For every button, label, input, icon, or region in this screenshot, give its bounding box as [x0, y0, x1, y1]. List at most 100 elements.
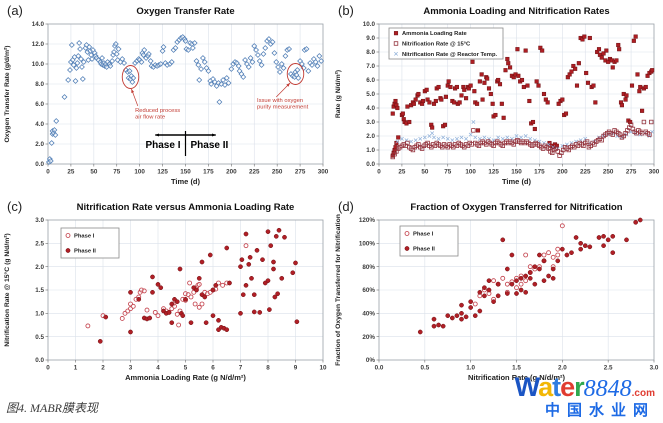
svg-text:10.0: 10.0: [363, 21, 376, 28]
svg-text:Nitrification Rate @ 15°C: Nitrification Rate @ 15°C: [402, 42, 471, 48]
figure-caption: 图4. MABR膜表现: [6, 401, 98, 415]
svg-text:4.0: 4.0: [35, 121, 44, 128]
svg-text:7: 7: [239, 365, 243, 372]
svg-text:120%: 120%: [359, 217, 376, 224]
svg-text:175: 175: [203, 169, 214, 176]
svg-text:7.0: 7.0: [366, 63, 375, 70]
panel-letter-a: (a): [7, 3, 23, 18]
svg-text:3.0: 3.0: [366, 119, 375, 126]
watermark-letter: a: [538, 372, 553, 402]
svg-text:250: 250: [272, 169, 283, 176]
series-circle-filled: [417, 217, 643, 335]
svg-text:1.0: 1.0: [35, 311, 44, 318]
svg-text:0: 0: [377, 169, 381, 176]
svg-text:150: 150: [180, 169, 191, 176]
svg-text:2.5: 2.5: [604, 365, 613, 372]
svg-text:3.0: 3.0: [35, 217, 44, 224]
svg-text:Phase II: Phase II: [74, 249, 96, 255]
svg-text:300: 300: [318, 169, 329, 176]
chart-c-canvas: 0 1 2 3 4 5 6 7 8 9 10 0.0 0.5 1.0 1.5 2.0 2.5 3.0 Phase I…: [35, 217, 327, 372]
series-circle-filled: [97, 227, 300, 344]
svg-text:6.0: 6.0: [35, 101, 44, 108]
svg-text:225: 225: [249, 169, 260, 176]
watermark-word: Water: [515, 374, 585, 401]
panel-nitrification-vs-loading: (c) Nitrification Rate versus Ammonia Lo…: [1, 198, 332, 394]
panel-letter-c: (c): [7, 199, 23, 214]
watermark-letter: W: [514, 372, 540, 402]
svg-text:100%: 100%: [359, 241, 376, 248]
series-diamond-open: [45, 34, 325, 165]
chart-d-canvas: 0.0 0.5 1.0 1.5 2.0 2.5 3.0 0% 20% 40% 60% 80% 100% 1…: [359, 217, 659, 371]
watermark-letter: t: [552, 372, 561, 402]
chart-a-xlabel: Time (d): [170, 177, 201, 186]
svg-text:Phase II: Phase II: [413, 247, 435, 253]
svg-text:12.0: 12.0: [32, 41, 45, 48]
panel-letter-b: (b): [338, 3, 354, 18]
svg-text:275: 275: [626, 169, 637, 176]
chart-b-xlabel: Time (d): [501, 177, 532, 186]
svg-text:1.5: 1.5: [512, 365, 521, 372]
svg-text:purity measurement: purity measurement: [257, 105, 309, 111]
chart-b-title: Ammonia Loading and Nitrification Rates: [423, 6, 610, 17]
svg-text:2.0: 2.0: [35, 141, 44, 148]
watermark-letter: e: [560, 372, 575, 402]
svg-text:125: 125: [488, 169, 499, 176]
svg-text:60%: 60%: [362, 287, 375, 294]
svg-text:0.0: 0.0: [375, 365, 384, 372]
chart-a-canvas: 0 25 50 75 100 125 150 175 200 225 250 275 300 0.0 2.0…: [32, 21, 329, 175]
svg-text:5: 5: [184, 365, 188, 372]
svg-text:50: 50: [90, 169, 98, 176]
svg-text:air flow rate: air flow rate: [135, 115, 165, 121]
series-square-filled: [390, 34, 655, 158]
axis-ticks: 0.0 0.5 1.0 1.5 2.0 2.5 3.0 0% 20% 40% 60% 80% 100% 1…: [359, 217, 659, 371]
svg-text:6: 6: [211, 365, 215, 372]
svg-text:Reduced process: Reduced process: [135, 108, 180, 114]
legend: Phase I Phase II: [60, 227, 120, 259]
chart-a-title: Oxygen Transfer Rate: [136, 6, 235, 17]
svg-text:80%: 80%: [362, 264, 375, 271]
svg-text:250: 250: [603, 169, 614, 176]
legend: Phase I Phase II: [399, 225, 459, 257]
svg-text:0.5: 0.5: [420, 365, 429, 372]
svg-text:50: 50: [421, 169, 429, 176]
svg-text:2.0: 2.0: [35, 264, 44, 271]
legend: Ammonia Loading Rate Nitrification Rate @…: [388, 27, 504, 60]
svg-text:10: 10: [319, 365, 327, 372]
svg-text:0.0: 0.0: [366, 161, 375, 168]
watermark-letter: r: [574, 372, 584, 402]
svg-text:200: 200: [557, 169, 568, 176]
svg-text:2.0: 2.0: [366, 133, 375, 140]
axis-ticks: 0 25 50 75 100 125 150 175 200 225 250 275 300 0.0 2.0…: [32, 21, 329, 175]
chart-c-title: Nitrification Rate versus Ammonia Loadin…: [76, 202, 295, 213]
svg-text:3.0: 3.0: [650, 365, 659, 372]
chart-d-xlabel: Nitrification Rate (g N/d/m²): [467, 373, 566, 382]
svg-text:40%: 40%: [362, 311, 375, 318]
gridlines: [48, 220, 323, 360]
svg-text:9: 9: [294, 365, 298, 372]
svg-text:25: 25: [67, 169, 75, 176]
svg-text:5.0: 5.0: [366, 91, 375, 98]
svg-text:150: 150: [511, 169, 522, 176]
svg-text:20%: 20%: [362, 334, 375, 341]
svg-text:100: 100: [465, 169, 476, 176]
svg-text:6.0: 6.0: [366, 77, 375, 84]
svg-text:9.0: 9.0: [366, 35, 375, 42]
svg-text:100: 100: [134, 169, 145, 176]
watermark-logo: Water8848.com: [515, 374, 655, 402]
panel-ammonia-loading-nitrification: (b) Ammonia Loading and Nitrification Ra…: [332, 2, 663, 198]
svg-text:0: 0: [46, 365, 50, 372]
svg-text:225: 225: [580, 169, 591, 176]
svg-text:Phase I: Phase I: [74, 234, 95, 240]
chart-d-title: Fraction of Oxygen Transferred for Nitri…: [410, 202, 623, 213]
svg-text:1.0: 1.0: [466, 365, 475, 372]
svg-text:0.0: 0.0: [35, 161, 44, 168]
svg-text:1.0: 1.0: [366, 147, 375, 154]
svg-text:200: 200: [226, 169, 237, 176]
watermark-tld: .com: [631, 388, 655, 399]
svg-text:8.0: 8.0: [366, 49, 375, 56]
svg-text:275: 275: [295, 169, 306, 176]
svg-text:0.5: 0.5: [35, 334, 44, 341]
svg-text:125: 125: [157, 169, 168, 176]
watermark-suffix: 8848: [583, 376, 632, 402]
